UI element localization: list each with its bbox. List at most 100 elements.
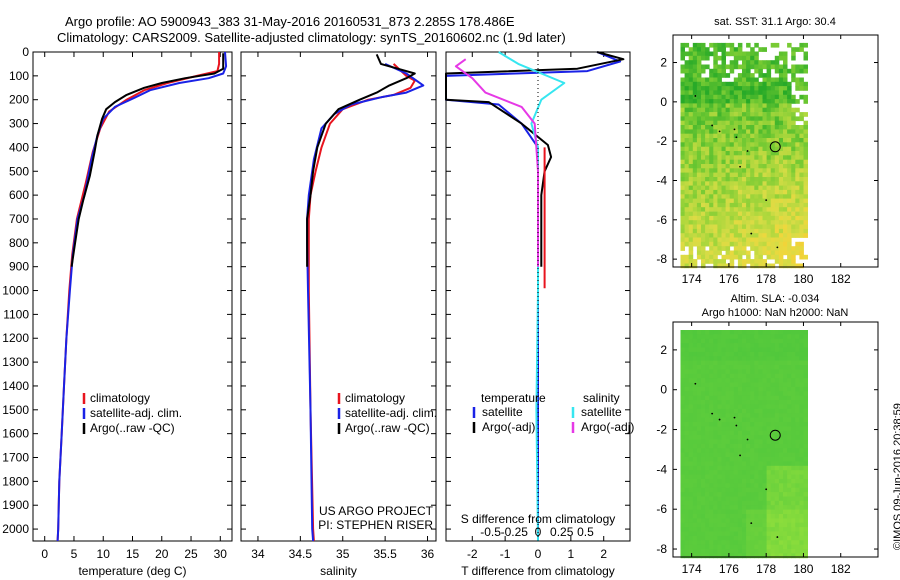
map-y-tick-label: -4: [656, 173, 667, 187]
map-x-tick-label: 178: [756, 272, 776, 286]
legend-title-temperature: temperature: [481, 391, 546, 405]
y-tick-label: 1500: [2, 403, 29, 417]
series-line-red: [307, 63, 416, 542]
s-axis-label: S difference from climatology: [461, 512, 616, 526]
map-y-tick-label: 0: [660, 383, 667, 397]
x-tick-label: 36: [421, 547, 435, 561]
map-y-tick-label: -2: [656, 423, 667, 437]
map-x-tick-label: 182: [831, 272, 851, 286]
x-tick-label: 1: [568, 547, 575, 561]
island-dot: [750, 522, 753, 525]
island-dot: [711, 412, 714, 415]
y-tick-label: 1600: [2, 427, 29, 441]
map-frame-2: [672, 321, 879, 558]
island-dot: [735, 136, 738, 139]
island-dot: [694, 95, 697, 97]
y-tick-label: 0: [22, 45, 29, 59]
map-y-tick-label: -2: [656, 134, 667, 148]
y-tick-label: 400: [9, 140, 29, 154]
x-tick-label: 34: [251, 547, 265, 561]
map1-title: sat. SST: 31.1 Argo: 30.4: [714, 16, 836, 28]
y-tick-label: 200: [9, 93, 29, 107]
island-dot: [739, 165, 741, 168]
x-axis-label: T difference from climatology: [461, 564, 615, 578]
s-tick-label: -0.5: [480, 525, 501, 539]
island-dot: [746, 438, 749, 441]
x-tick-label: 0: [535, 547, 542, 561]
island-dot: [776, 536, 779, 538]
map-y-tick-label: -8: [656, 542, 667, 556]
legend-label: satellite-adj. clim.: [90, 406, 182, 420]
x-tick-label: 30: [214, 547, 228, 561]
map-x-tick-label: 180: [793, 562, 813, 576]
x-tick-label: 35.5: [373, 547, 397, 561]
map-x-tick-label: 176: [719, 562, 739, 576]
legend-label: Argo(-adj): [482, 420, 535, 434]
island-dot: [746, 150, 749, 152]
series-line-black: [445, 51, 625, 267]
pi-annotation: PI: STEPHEN RISER: [318, 518, 433, 532]
island-dot: [739, 454, 741, 457]
y-tick-label: 1400: [2, 379, 29, 393]
y-tick-label: 1800: [2, 474, 29, 488]
chart-title-line1: Argo profile: AO 5900943_383 31-May-2016…: [65, 14, 515, 29]
series-line-blue: [306, 62, 425, 542]
y-tick-label: 1000: [2, 284, 29, 298]
s-tick-label: 0: [535, 525, 542, 539]
legend-label: satellite: [581, 405, 622, 419]
y-tick-label: 800: [9, 236, 29, 250]
x-tick-label: 0: [41, 547, 48, 561]
map-x-tick-label: 178: [756, 562, 776, 576]
map-y-tick-label: -6: [656, 502, 667, 516]
map-y-tick-label: 0: [660, 95, 667, 109]
y-tick-label: 500: [9, 164, 29, 178]
x-tick-label: 25: [184, 547, 198, 561]
s-tick-label: 0.25: [550, 525, 574, 539]
island-dot: [735, 424, 738, 427]
map2-subtitle: Argo h1000: NaN h2000: NaN: [702, 307, 849, 319]
x-tick-label: 2: [600, 547, 607, 561]
x-tick-label: -2: [467, 547, 478, 561]
island-dot: [733, 416, 736, 419]
y-tick-label: 300: [9, 117, 29, 131]
legend-label: satellite: [482, 405, 523, 419]
island-dot: [733, 128, 736, 131]
legend-label: Argo(-adj): [581, 420, 634, 434]
map-x-tick-label: 174: [682, 272, 702, 286]
x-tick-label: 34.5: [289, 547, 313, 561]
legend-label: Argo(..raw -QC): [345, 421, 430, 435]
y-tick-label: 2000: [2, 522, 29, 536]
island-dot: [750, 232, 753, 235]
chart-title-line2: Climatology: CARS2009. Satellite-adjuste…: [57, 30, 566, 45]
island-dot: [765, 199, 768, 202]
legend-title-salinity: salinity: [583, 391, 620, 405]
series-line-black: [70, 53, 225, 267]
series-line-red: [56, 52, 221, 542]
island-dot: [718, 130, 721, 133]
legend-label: climatology: [345, 391, 405, 405]
y-tick-label: 100: [9, 69, 29, 83]
y-tick-label: 1200: [2, 331, 29, 345]
map2-title: Altim. SLA: -0.034: [731, 293, 820, 305]
series-line-magenta: [454, 58, 539, 267]
series-line-blue: [56, 51, 228, 542]
series-line-blue: [445, 51, 622, 541]
map-field-1: [680, 42, 808, 269]
s-tick-label: 0.5: [577, 525, 594, 539]
x-tick-label: 20: [155, 547, 169, 561]
y-tick-label: 600: [9, 188, 29, 202]
x-axis-label: temperature (deg C): [78, 564, 186, 578]
map-x-tick-label: 180: [793, 272, 813, 286]
series-line-cyan: [498, 51, 566, 542]
map-y-tick-label: -6: [656, 213, 667, 227]
y-tick-label: 700: [9, 212, 29, 226]
x-tick-label: 35: [336, 547, 350, 561]
legend-label: satellite-adj. clim.: [345, 406, 437, 420]
plot-frame-2: [240, 51, 437, 542]
argo-location-marker: [769, 429, 781, 441]
x-tick-label: -1: [500, 547, 511, 561]
island-dot: [776, 246, 779, 249]
project-annotation: US ARGO PROJECT: [319, 504, 434, 518]
legend-label: climatology: [90, 391, 150, 405]
